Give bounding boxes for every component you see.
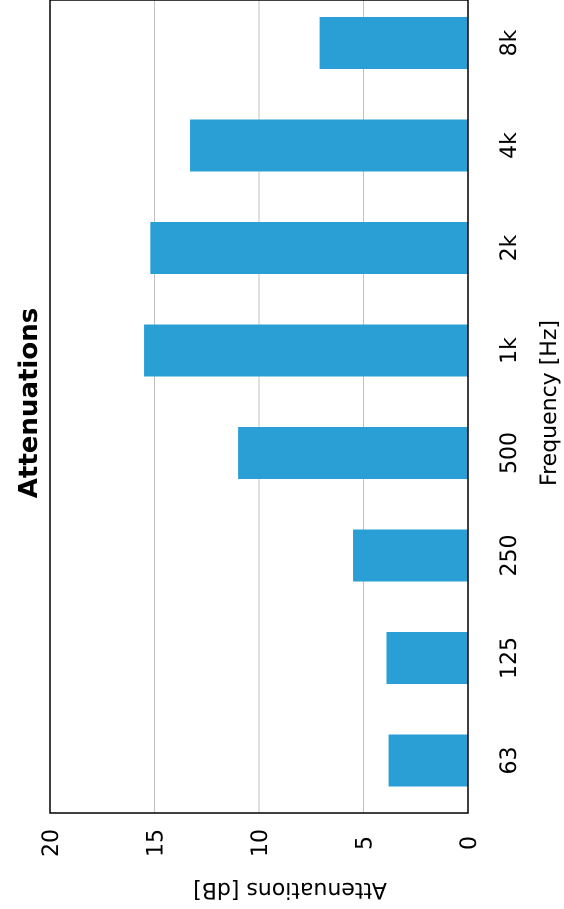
x-tick-label-2k: 2k	[497, 234, 522, 261]
y-tick-label-5: 5	[353, 836, 378, 850]
y-tick-label-0: 0	[457, 836, 482, 850]
y-tick-label-15: 15	[144, 829, 169, 857]
bar-125	[386, 632, 468, 684]
y-tick-label-10: 10	[248, 829, 273, 857]
x-tick-label-8k: 8k	[497, 29, 522, 56]
x-tick-label-500: 500	[497, 432, 522, 474]
x-tick-label-1k: 1k	[497, 337, 522, 364]
plot-area: 0 5 10 15 20 63 125 250 500 1k 2k 4k 8k	[39, 0, 522, 857]
y-tick-label-20: 20	[39, 829, 64, 857]
plot-frame	[49, 0, 469, 814]
bar-250	[353, 529, 468, 582]
bar-1k	[144, 324, 469, 377]
x-tick-label-125: 125	[497, 637, 522, 679]
x-tick-label-250: 250	[497, 535, 522, 577]
category-axis-ticks: 63 125 250 500 1k 2k 4k 8k	[497, 29, 522, 774]
bar-2k	[150, 222, 468, 274]
bars	[144, 17, 469, 787]
chart-title: Attenuations	[14, 308, 44, 498]
x-axis-label: Frequency [Hz]	[537, 320, 562, 486]
bar-63	[388, 734, 468, 787]
bar-8k	[319, 17, 468, 69]
bar-4k	[190, 119, 468, 172]
y-axis-label: Attenuations [dB]	[193, 877, 387, 902]
value-axis-ticks: 0 5 10 15 20	[39, 829, 482, 857]
bar-500	[238, 427, 468, 479]
x-tick-label-63: 63	[497, 747, 522, 775]
x-tick-label-4k: 4k	[497, 132, 522, 159]
